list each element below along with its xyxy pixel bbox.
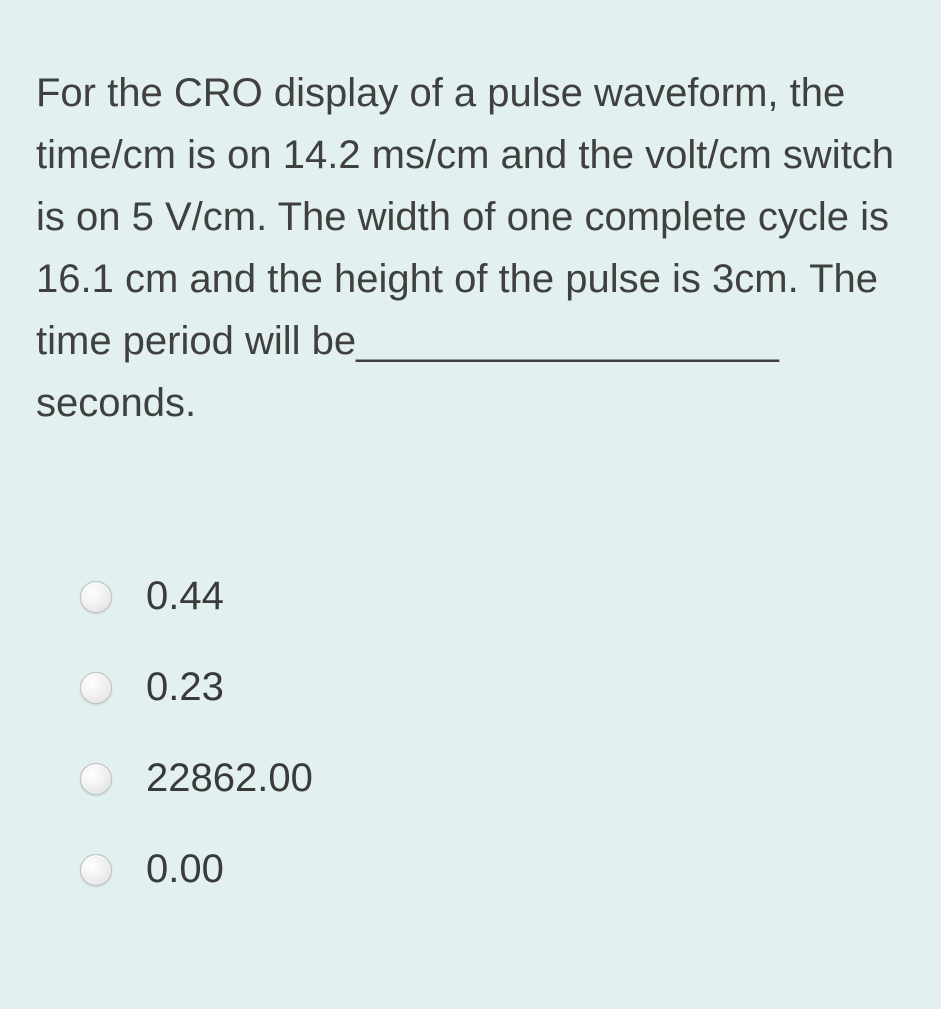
radio-button[interactable]	[80, 763, 112, 795]
option-row[interactable]: 22862.00	[80, 756, 905, 801]
option-label: 0.00	[146, 847, 224, 892]
question-text: For the CRO display of a pulse waveform,…	[36, 62, 905, 434]
option-label: 0.44	[146, 574, 224, 619]
option-label: 22862.00	[146, 756, 313, 801]
radio-button[interactable]	[80, 581, 112, 613]
option-row[interactable]: 0.00	[80, 847, 905, 892]
option-label: 0.23	[146, 665, 224, 710]
option-row[interactable]: 0.23	[80, 665, 905, 710]
radio-button[interactable]	[80, 854, 112, 886]
options-container: 0.44 0.23 22862.00 0.00	[36, 574, 905, 892]
option-row[interactable]: 0.44	[80, 574, 905, 619]
radio-button[interactable]	[80, 672, 112, 704]
